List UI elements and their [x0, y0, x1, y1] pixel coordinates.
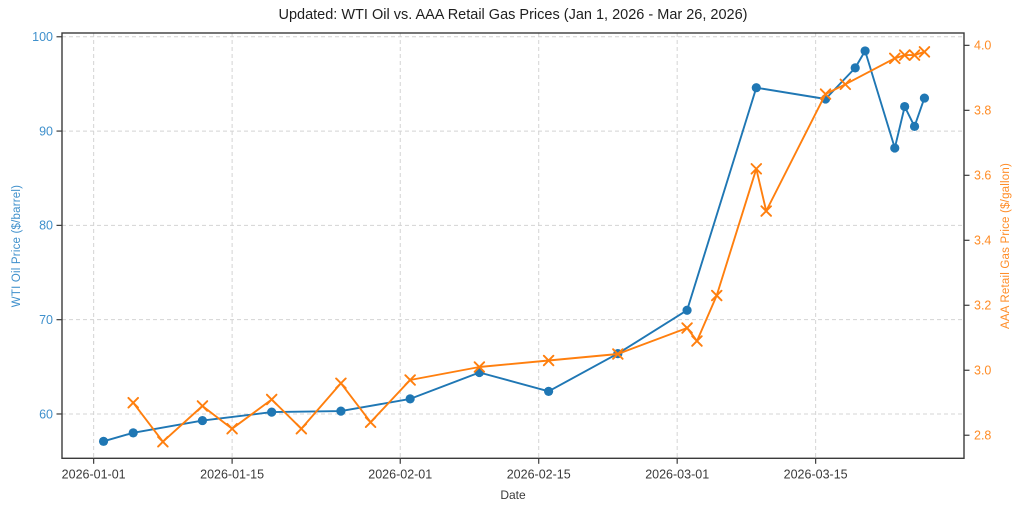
wti-oil-marker — [197, 415, 208, 426]
x-tick-label: 2026-02-15 — [507, 467, 571, 481]
right-tick-label: 2.8 — [974, 429, 991, 443]
wti-oil-marker — [850, 63, 860, 73]
wti-oil-marker — [909, 121, 920, 131]
wti-oil-marker — [919, 93, 930, 103]
gas-price-marker — [898, 49, 911, 61]
gas-price-marker — [226, 422, 238, 435]
right-axis-label: AAA Retail Gas Price ($/gallon) — [1000, 163, 1012, 329]
wti-oil-marker — [544, 386, 554, 396]
wti-oil-marker — [128, 428, 138, 438]
wti-oil-marker — [751, 83, 761, 93]
gas-price-marker — [335, 377, 347, 389]
x-tick-label: 2026-01-01 — [62, 467, 126, 481]
wti-oil-marker — [890, 143, 900, 153]
gas-price-marker — [908, 49, 921, 61]
gas-price-marker — [691, 335, 703, 347]
right-tick-label: 3.2 — [974, 299, 991, 313]
gas-price-marker — [542, 354, 555, 367]
gas-price-marker — [710, 289, 723, 302]
wti-oil-marker — [405, 394, 415, 404]
wti-oil-marker — [860, 46, 870, 56]
wti-oil-marker — [682, 305, 692, 315]
plot-spines — [61, 32, 965, 459]
gas-price-marker — [819, 88, 832, 100]
gas-price-marker — [265, 393, 278, 406]
gas-price-marker — [364, 416, 377, 428]
left-tick-label: 90 — [39, 124, 53, 138]
gas-price-marker — [295, 422, 308, 435]
wti-oil-marker — [336, 406, 346, 416]
gas-price-marker — [839, 78, 852, 91]
gas-price-line — [132, 50, 926, 443]
gas-price-marker — [750, 163, 763, 175]
right-tick-label: 4.0 — [974, 39, 991, 53]
gas-price-marker — [681, 322, 693, 334]
right-tick-label: 3.4 — [974, 234, 991, 248]
wti-oil-marker — [267, 407, 277, 417]
x-tick-label: 2026-01-15 — [200, 467, 264, 481]
x-axis-label: Date — [500, 488, 526, 502]
right-tick-label: 3.6 — [974, 169, 991, 183]
left-tick-label: 100 — [32, 30, 53, 44]
chart-title: Updated: WTI Oil vs. AAA Retail Gas Pric… — [278, 7, 748, 23]
gas-price-marker — [612, 348, 624, 360]
wti-oil-line — [102, 49, 926, 443]
wti-oil-marker — [900, 101, 910, 112]
gas-price-marker — [760, 205, 772, 217]
gas-price-marker — [918, 46, 931, 58]
gas-price-marker — [157, 435, 169, 448]
x-tick-label: 2026-03-15 — [784, 467, 848, 481]
right-tick-label: 3.0 — [974, 364, 991, 378]
gas-price-marker — [196, 400, 209, 412]
wti-oil-marker — [98, 436, 109, 446]
left-axis-label: WTI Oil Price ($/barrel) — [11, 184, 23, 308]
gas-price-marker — [473, 361, 486, 373]
gas-price-marker — [404, 374, 416, 386]
gas-price-marker — [889, 52, 901, 65]
left-tick-label: 80 — [39, 219, 53, 233]
gas-price-marker — [127, 396, 139, 409]
x-tick-label: 2026-02-01 — [368, 467, 432, 481]
left-tick-label: 70 — [39, 313, 53, 327]
right-tick-label: 3.8 — [974, 104, 991, 118]
x-tick-label: 2026-03-01 — [645, 467, 709, 481]
left-tick-label: 60 — [39, 407, 53, 421]
